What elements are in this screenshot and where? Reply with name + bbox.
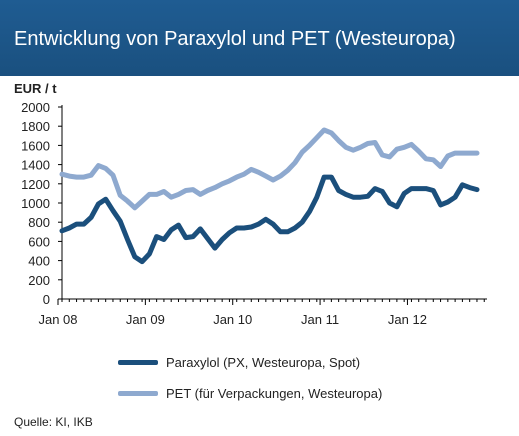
y-tick-label: 200 — [28, 273, 50, 288]
y-tick-label: 1400 — [21, 158, 50, 173]
y-tick-label: 1800 — [21, 119, 50, 134]
y-tick-label: 1600 — [21, 138, 50, 153]
y-tick-label: 400 — [28, 254, 50, 269]
legend-item-paraxylol: Paraxylol (PX, Westeuropa, Spot) — [118, 354, 360, 370]
chart-title: Entwicklung von Paraxylol und PET (Weste… — [14, 28, 456, 50]
legend-label-paraxylol: Paraxylol (PX, Westeuropa, Spot) — [166, 354, 361, 370]
source-note: Quelle: KI, IKB — [14, 415, 93, 429]
series-line-paraxylol — [59, 174, 480, 265]
legend-item-pet: PET (für Verpackungen, Westeuropa) — [118, 385, 382, 401]
series-line-pet — [59, 127, 480, 211]
y-tick-label: 1200 — [21, 177, 50, 192]
y-tick-label: 1000 — [21, 196, 50, 211]
x-tick-label: Jan 11 — [301, 312, 339, 327]
y-tick-label: 600 — [28, 234, 50, 249]
y-tick-label: 2000 — [21, 100, 50, 115]
legend-label-pet: PET (für Verpackungen, Westeuropa) — [166, 385, 383, 401]
x-tick-label: Jan 09 — [126, 312, 165, 327]
legend-swatch-paraxylol — [118, 359, 158, 365]
y-tick-label: 0 — [43, 292, 50, 307]
x-tick-label: Jan 12 — [388, 312, 427, 327]
y-axis-unit-label: EUR / t — [14, 81, 57, 96]
title-bar: Entwicklung von Paraxylol und PET (Weste… — [0, 0, 519, 76]
x-tick-label: Jan 10 — [213, 312, 252, 327]
y-tick-label: 800 — [28, 215, 50, 230]
legend-swatch-pet — [118, 390, 158, 396]
x-tick-label: Jan 08 — [38, 312, 77, 327]
